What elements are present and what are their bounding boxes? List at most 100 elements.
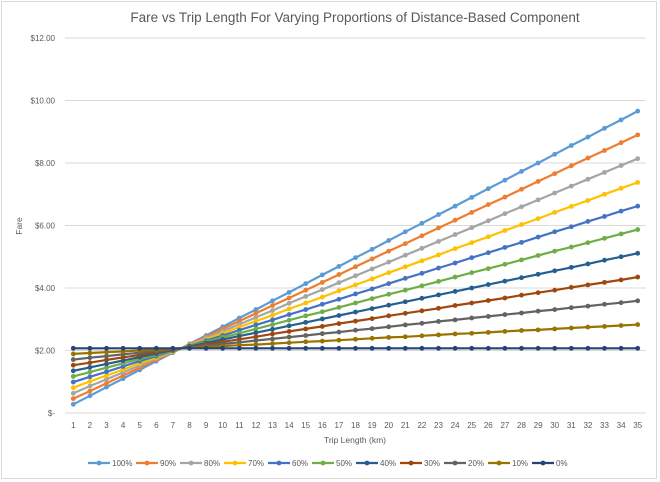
data-point — [618, 345, 624, 351]
data-point — [319, 287, 325, 292]
data-point — [568, 163, 574, 169]
data-point — [452, 303, 458, 308]
x-tick-label: 30 — [550, 421, 559, 430]
x-tick-label: 5 — [137, 421, 142, 430]
data-point — [336, 329, 342, 335]
data-point — [635, 108, 641, 114]
data-point — [319, 309, 325, 315]
data-point — [386, 302, 392, 308]
data-point — [535, 179, 541, 184]
data-point — [270, 317, 275, 323]
data-point — [436, 239, 441, 244]
data-point — [369, 306, 375, 312]
data-point — [270, 308, 275, 313]
data-point — [253, 314, 259, 320]
legend-item: 20% — [444, 459, 484, 468]
data-point — [585, 155, 591, 161]
data-point — [369, 266, 375, 272]
data-point — [286, 323, 292, 329]
data-point — [87, 345, 93, 351]
data-point — [87, 369, 93, 375]
data-point — [602, 169, 607, 175]
data-point — [270, 298, 275, 304]
data-point — [502, 345, 508, 351]
data-point — [469, 194, 475, 200]
legend-label: 100% — [112, 459, 132, 468]
y-tick-label: $12.00 — [31, 34, 56, 43]
data-point — [519, 239, 524, 245]
series-30pct — [70, 274, 641, 368]
data-point — [336, 321, 342, 327]
data-point — [618, 300, 624, 306]
data-point — [485, 345, 491, 351]
data-point — [369, 326, 375, 332]
data-point — [336, 288, 342, 294]
data-point — [303, 319, 309, 325]
data-point — [87, 393, 93, 399]
data-point — [369, 335, 375, 341]
data-point — [618, 277, 624, 283]
data-point — [70, 357, 76, 362]
data-point — [270, 345, 275, 351]
legend-label: 50% — [336, 459, 352, 468]
data-point — [402, 252, 408, 258]
data-point — [87, 364, 93, 370]
data-point — [436, 319, 441, 324]
data-point — [353, 318, 358, 324]
x-tick-label: 9 — [204, 421, 209, 430]
data-point — [70, 396, 76, 402]
legend-marker — [496, 460, 502, 466]
data-point — [502, 244, 508, 250]
data-point — [519, 204, 524, 210]
data-point — [452, 217, 458, 223]
data-point — [419, 245, 425, 251]
data-point — [585, 282, 591, 288]
data-point — [585, 219, 591, 224]
y-tick-label: $- — [48, 409, 55, 418]
data-point — [485, 250, 491, 256]
data-point — [120, 345, 126, 351]
data-point — [552, 171, 558, 177]
data-point — [485, 186, 491, 192]
data-point — [485, 329, 491, 335]
data-point — [353, 336, 358, 342]
series-60pct — [70, 203, 641, 385]
legend-label: 40% — [380, 459, 396, 468]
data-point — [585, 345, 591, 351]
data-point — [419, 345, 425, 351]
data-point — [70, 362, 76, 368]
data-point — [519, 275, 524, 281]
x-tick-label: 12 — [251, 421, 260, 430]
data-point — [253, 310, 259, 316]
data-point — [104, 357, 109, 363]
data-point — [502, 312, 508, 317]
data-point — [602, 301, 607, 307]
data-point — [452, 345, 458, 351]
data-point — [452, 203, 458, 209]
data-point — [436, 345, 441, 351]
data-point — [286, 334, 292, 340]
data-point — [452, 331, 458, 337]
data-point — [568, 305, 574, 311]
data-point — [70, 401, 76, 407]
series-80pct — [70, 156, 641, 396]
data-point — [402, 241, 408, 247]
data-point — [502, 261, 508, 267]
data-point — [618, 163, 624, 168]
x-tick-label: 26 — [484, 421, 493, 430]
data-point — [552, 268, 558, 274]
x-tick-label: 2 — [88, 421, 93, 430]
data-point — [386, 270, 392, 276]
data-point — [270, 303, 275, 308]
data-point — [535, 253, 541, 258]
legend: 100% 90% 80% 70% 60% 50% 40% 30% 20% 10% 0% — [88, 459, 568, 468]
data-point — [635, 132, 641, 138]
x-axis-ticks: 1 2 3 4 5 6 7 8 9 10 11 12 13 14 15 16 17 18 19 20 21 22 23 24 2… — [71, 421, 643, 430]
legend-item: 100% — [88, 459, 132, 468]
legend-marker — [188, 460, 194, 466]
data-point — [253, 345, 259, 351]
legend-marker — [320, 460, 326, 466]
series-0pct — [70, 345, 641, 351]
